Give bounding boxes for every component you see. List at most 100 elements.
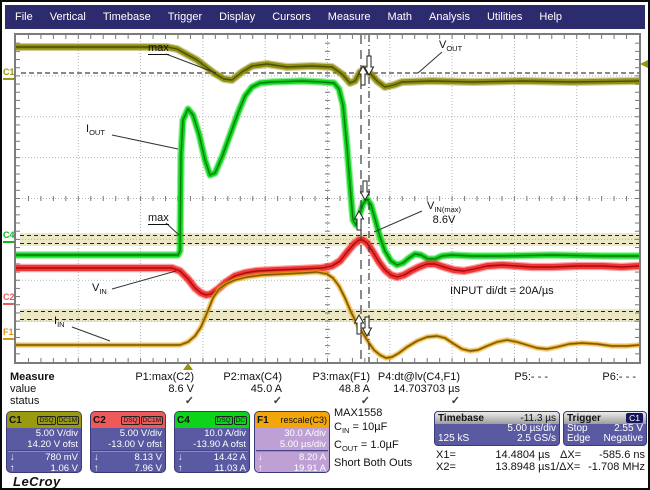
menu-item-help[interactable]: Help — [539, 11, 563, 23]
menu-item-trigger[interactable]: Trigger — [167, 11, 203, 23]
menu-item-cursors[interactable]: Cursors — [272, 11, 311, 23]
channel-marker-c4[interactable]: C4 — [3, 231, 16, 243]
test-condition: Short Both Outs — [334, 457, 413, 470]
channel-marker-f1[interactable]: F1 — [3, 328, 16, 340]
iin-label: IIN — [54, 315, 65, 330]
channel-marker-c1[interactable]: C1 — [3, 68, 16, 80]
channel-id: C2 — [93, 414, 106, 426]
cursor-crossing-marker — [353, 209, 365, 231]
channel-body: 5.00 V/div 14.20 V ofst ↓ 780 mV ↑ 1.06 V — [7, 428, 81, 473]
trigger-source-badge: C1 — [626, 413, 643, 423]
cout-value: COUT = 1.0µF — [334, 439, 399, 454]
measure-value: 48.8 A — [338, 383, 370, 395]
volts-per-div: 5.00 V/div — [35, 428, 78, 439]
min-value: 8.13 V — [134, 452, 162, 463]
channel-descriptor-c4[interactable]: C4 DSQ DC 10.0 A/div -13.90 A ofst ↓ 14.42… — [174, 411, 250, 473]
menu-item-display[interactable]: Display — [219, 11, 256, 23]
measure-param[interactable]: P6:- - - — [602, 371, 636, 383]
channel-marker-c2[interactable]: C2 — [3, 293, 16, 305]
trigger-level-marker[interactable] — [640, 60, 648, 68]
measure-param[interactable]: P2:max(C4) — [223, 371, 282, 383]
cursor-x2-value: 13.8948 µs — [495, 461, 550, 473]
trigger-header: Trigger C1 — [564, 412, 646, 424]
offset-value: -13.90 A ofst — [193, 439, 246, 450]
max-value: 19.91 A — [293, 463, 326, 473]
measure-param[interactable]: P4:dt@lv(C4,F1) — [377, 371, 460, 383]
menu-bar: File Vertical Timebase Trigger Display C… — [5, 5, 645, 29]
menu-item-measure[interactable]: Measure — [327, 11, 371, 23]
menu-item-file[interactable]: File — [15, 11, 33, 23]
measure-param[interactable]: P1:max(C2) — [135, 371, 194, 383]
trace-function: rescale(C3) — [280, 415, 327, 425]
trace-descriptor-f1[interactable]: F1 rescale(C3) 30.0 A/div 5.00 µs/div ↓ 8… — [254, 411, 330, 473]
channel-id: C1 — [9, 414, 22, 426]
measure-value-row-label: value — [10, 383, 37, 395]
amps-per-div: 30.0 A/div — [284, 428, 326, 439]
measure-status-check: ✓ — [184, 395, 194, 407]
measure-col-p5: P5:- - - — [418, 371, 548, 383]
menu-item-analysis[interactable]: Analysis — [429, 11, 470, 23]
measure-section-title: Measure — [10, 371, 55, 383]
min-arrow-icon: ↓ — [178, 452, 183, 463]
channel-header: C4 DSQ DC — [175, 412, 249, 428]
cursor-invdx-value: -1.708 MHz — [588, 461, 645, 473]
channel-descriptor-c2[interactable]: C2 DSQ DC1M 5.00 V/div -13.00 V ofst ↓ 8.1… — [90, 411, 166, 473]
cursor-dx-value: -585.6 ns — [599, 449, 645, 461]
circuit-info: MAX1558 CIN = 10µF COUT = 1.0µF Short Bo… — [334, 406, 412, 470]
trigger-body: Stop 2.55 V Edge Negative — [564, 424, 646, 444]
measure-param[interactable]: P3:max(F1) — [312, 371, 370, 383]
trigger-level: 2.55 V — [614, 423, 643, 434]
cursor-dx-label: ΔX= — [560, 449, 582, 461]
max-arrow-icon: ↑ — [10, 463, 15, 473]
max-value: 7.96 V — [134, 463, 162, 473]
timebase-title: Timebase — [438, 412, 484, 424]
coupling-badge: DC1M — [140, 415, 163, 425]
cursor-invdx-label: 1/ΔX= — [550, 461, 581, 473]
cursor-crossing-marker — [359, 180, 371, 202]
channel-id: C4 — [177, 414, 190, 426]
timebase-descriptor[interactable]: Timebase -11.3 µs 5.00 µs/div 125 kS 2.5 … — [434, 411, 560, 446]
coupling-badge: DSQ — [214, 415, 233, 425]
waveform-svg — [16, 35, 639, 362]
measure-status-check: ✓ — [360, 395, 370, 407]
max-value: 11.03 A — [214, 463, 246, 473]
trigger-type: Edge — [567, 433, 591, 444]
vin-label: VIN — [92, 282, 107, 297]
trigger-slope: Negative — [603, 433, 643, 444]
measure-col-p2: P2:max(C4) 45.0 A ✓ — [152, 371, 282, 407]
trigger-descriptor[interactable]: Trigger C1 Stop 2.55 V Edge Negative — [563, 411, 647, 446]
timebase-header: Timebase -11.3 µs — [435, 412, 559, 424]
min-arrow-icon: ↓ — [10, 452, 15, 463]
coupling-badge: DSQ — [37, 415, 56, 425]
channel-marker-label: C1 — [3, 67, 15, 77]
measure-status-check: ✓ — [450, 395, 460, 407]
menu-item-timebase[interactable]: Timebase — [102, 11, 151, 23]
vout-max-label: max — [148, 42, 169, 55]
channel-marker-label: C4 — [3, 230, 15, 240]
trigger-time-marker[interactable] — [183, 363, 193, 370]
min-value: 780 mV — [45, 452, 78, 463]
coupling-badge: DC — [233, 415, 247, 425]
menu-item-utilities[interactable]: Utilities — [486, 11, 523, 23]
vout-label: VOUT — [439, 39, 463, 54]
timebase-body: 5.00 µs/div 125 kS 2.5 GS/s — [435, 424, 559, 444]
vin-max-annotation: VIN(max) 8.6V — [426, 200, 461, 227]
amps-per-div: 10.0 A/div — [204, 428, 246, 439]
measure-col-p3: P3:max(F1) 48.8 A ✓ — [240, 371, 370, 407]
menu-item-math[interactable]: Math — [387, 11, 412, 23]
measure-status-row-label: status — [10, 395, 40, 407]
channel-marker-label: F1 — [3, 327, 14, 337]
min-arrow-icon: ↓ — [94, 452, 99, 463]
cin-value: CIN = 10µF — [334, 421, 388, 436]
input-didt-annotation: INPUT di/dt = 20A/µs — [450, 285, 554, 297]
measure-value: 45.0 A — [250, 383, 282, 395]
cursor-x1-value: 14.4804 µs — [495, 449, 550, 461]
part-number: MAX1558 — [334, 407, 383, 419]
measure-value: 14.703703 µs — [393, 383, 460, 395]
menu-item-vertical[interactable]: Vertical — [49, 11, 86, 23]
measure-param[interactable]: P5:- - - — [514, 371, 548, 383]
sample-rate: 2.5 GS/s — [517, 433, 556, 444]
channel-descriptor-c1[interactable]: C1 DSQ DC1M 5.00 V/div 14.20 V ofst ↓ 780 … — [6, 411, 82, 473]
timebase-delay: -11.3 µs — [520, 412, 556, 424]
level-band — [20, 309, 639, 322]
